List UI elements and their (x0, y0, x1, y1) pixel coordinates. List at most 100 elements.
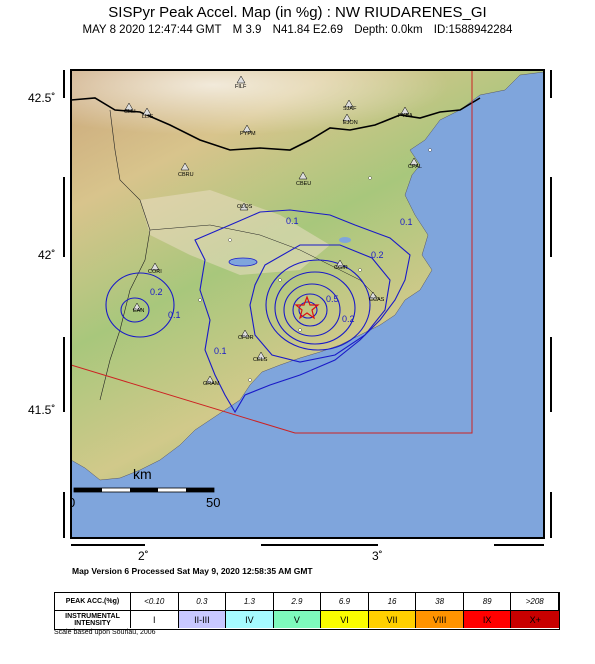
town-dot (358, 268, 362, 272)
svg-text:EAN: EAN (133, 308, 144, 314)
station-marker[interactable]: EAN (132, 302, 144, 314)
map-title: SISPyr Peak Accel. Map (in %g) : NW RIUD… (108, 4, 487, 21)
station-marker[interactable]: LLIS (142, 107, 154, 120)
svg-text:CORI: CORI (148, 269, 162, 275)
legend-pga-value: <0.10 (131, 593, 179, 610)
event-id: ID:1588942284 (433, 24, 513, 36)
epicenter-star[interactable] (294, 295, 320, 320)
legend-pga-value: 38 (416, 593, 464, 610)
legend-intensity-value: X+ (511, 610, 559, 628)
event-depth: Depth: 0.0km (354, 24, 423, 36)
svg-text:FILF: FILF (235, 84, 247, 90)
lat-label: 42.5˚ (28, 91, 55, 105)
border-line (71, 97, 481, 151)
station-marker[interactable]: CORI (148, 262, 162, 275)
svg-text:LLIS: LLIS (142, 114, 154, 120)
station-marker[interactable]: FILF (235, 75, 247, 90)
station-marker[interactable]: OLOS (237, 202, 253, 211)
station-marker[interactable]: SJAF (343, 99, 357, 112)
legend-intensity-header: INSTRUMENTAL INTENSITY (55, 610, 131, 628)
svg-text:CBRU: CBRU (178, 172, 194, 178)
town-dot (368, 176, 372, 180)
legend-intensity-value: VIII (416, 610, 464, 628)
station-marker[interactable]: CBRU (178, 162, 194, 178)
scale-note: Scale based upon Souriau, 2006 (54, 629, 156, 636)
scale-segment (130, 488, 158, 492)
town-dot (248, 378, 252, 382)
station-marker[interactable]: CBEU (296, 171, 311, 187)
map-frame (70, 69, 545, 539)
town-dot (228, 238, 232, 242)
contour-label: 0.2 (342, 314, 355, 324)
station-marker[interactable]: CPAL (408, 157, 422, 170)
svg-text:CCAS: CCAS (369, 297, 385, 303)
svg-text:EJON: EJON (343, 120, 358, 126)
frame-ticks (63, 70, 552, 546)
contour-label: 0.1 (286, 216, 299, 226)
legend-pga-value: 2.9 (274, 593, 322, 610)
legend-pga-header: PEAK ACC.(%g) (55, 593, 131, 610)
town-dot (298, 328, 302, 332)
svg-text:SJAF: SJAF (343, 106, 357, 112)
contour-7 (298, 301, 318, 319)
town-dot (278, 278, 282, 282)
legend-intensity-value: I (131, 610, 179, 628)
towns (198, 148, 432, 382)
station-marker[interactable]: CFOR (238, 329, 254, 341)
contour-3 (265, 259, 371, 351)
contour-6 (292, 293, 328, 327)
legend-pga-value: 0.3 (179, 593, 227, 610)
legend-intensity-value: IV (226, 610, 274, 628)
lon-label: 3˚ (372, 549, 383, 563)
scale-unit: km (133, 466, 152, 482)
contour-cori-inner (120, 297, 150, 323)
legend-intensity-value: II-III (178, 610, 227, 628)
contour-outer (194, 209, 411, 414)
mountain-ridge (140, 190, 330, 275)
pyrenees-highlight (71, 70, 544, 170)
lat-label: 42˚ (38, 248, 55, 262)
svg-text:PYPM: PYPM (240, 131, 256, 137)
contours (105, 209, 411, 414)
event-location: N41.84 E2.69 (272, 24, 343, 36)
event-magnitude: M 3.9 (232, 24, 262, 36)
contour-label: 0.2 (150, 287, 163, 297)
province-border (149, 224, 381, 301)
station-marker[interactable]: CELS (253, 351, 268, 363)
svg-text:PYBA: PYBA (398, 113, 413, 119)
contour-5 (283, 283, 341, 337)
svg-text:CPAL: CPAL (408, 164, 422, 170)
intensity-legend: PEAK ACC.(%g) <0.10 0.3 1.3 2.9 6.9 16 3… (54, 592, 560, 630)
station-marker[interactable]: PYBA (398, 106, 413, 119)
station-marker[interactable]: PYPM (240, 124, 256, 137)
contour-label: 0.1 (214, 346, 227, 356)
svg-text:CELS: CELS (253, 357, 268, 363)
lon-label: 2˚ (138, 549, 149, 563)
scale-bar: km 0 50 (68, 466, 220, 510)
scale-segment (186, 488, 214, 492)
svg-text:OLOS: OLOS (237, 204, 253, 210)
station-marker[interactable]: EJON (342, 113, 358, 126)
svg-text:GRAM: GRAM (203, 381, 220, 387)
scale-end: 50 (206, 495, 220, 510)
scale-start: 0 (68, 495, 75, 510)
region-box (71, 70, 473, 434)
svg-text:CBEU: CBEU (296, 181, 311, 187)
legend-pga-value: 89 (464, 593, 512, 610)
contour-4 (274, 271, 356, 345)
station-marker[interactable]: CGIR (334, 259, 348, 271)
contour-2 (249, 244, 391, 363)
shakemap: 0.1 0.2 0.1 0.2 0.1 0.5 0.1 0.2 FILF CLL… (28, 69, 552, 563)
legend-pga-value: >208 (511, 593, 559, 610)
stations: FILF CLLI LLIS SJAF EJON PYBA PYPM CPAL … (124, 75, 422, 387)
station-marker[interactable]: CLLI (124, 102, 136, 115)
scale-segment (74, 488, 102, 492)
legend-pga-value: 1.3 (226, 593, 274, 610)
station-marker[interactable]: GRAM (203, 375, 220, 387)
version-text: Map Version 6 Processed Sat May 9, 2020 … (72, 566, 313, 576)
lake (339, 237, 351, 243)
contour-label: 0.5 (326, 294, 339, 304)
svg-text:CLLI: CLLI (124, 109, 136, 115)
contour-label: 0.1 (168, 310, 181, 320)
station-marker[interactable]: CCAS (368, 291, 385, 303)
